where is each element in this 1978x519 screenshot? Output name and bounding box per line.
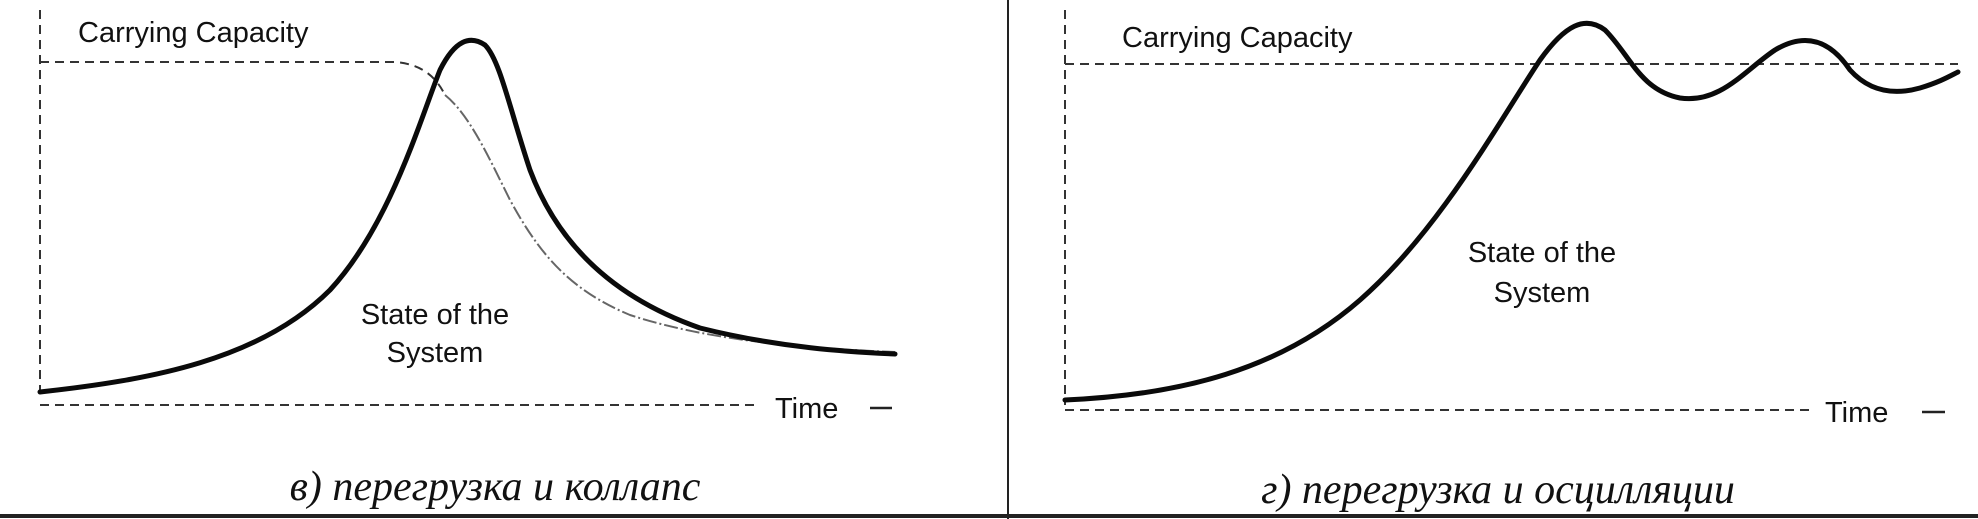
panel-overshoot-collapse: Carrying Capacity State of the System Ti… <box>37 10 898 510</box>
eroded-capacity-curve <box>444 94 896 353</box>
panel-overshoot-oscillation: Carrying Capacity State of the System Ti… <box>1062 10 1961 513</box>
time-label: Time <box>1825 397 1888 429</box>
carrying-capacity-label: Carrying Capacity <box>1122 22 1353 54</box>
state-label-line1: State of the <box>1468 237 1616 269</box>
state-curve <box>37 37 898 395</box>
caption: г) перегрузка и осцилляции <box>1261 467 1735 513</box>
state-curve <box>1062 20 1961 403</box>
caption: в) перегрузка и коллапс <box>290 464 701 510</box>
time-label: Time <box>775 393 838 425</box>
state-label-line1: State of the <box>361 299 509 331</box>
carrying-capacity-label: Carrying Capacity <box>78 17 309 49</box>
carrying-capacity-line <box>40 61 446 96</box>
state-label-line2: System <box>1494 277 1591 309</box>
state-label-line2: System <box>387 337 484 369</box>
